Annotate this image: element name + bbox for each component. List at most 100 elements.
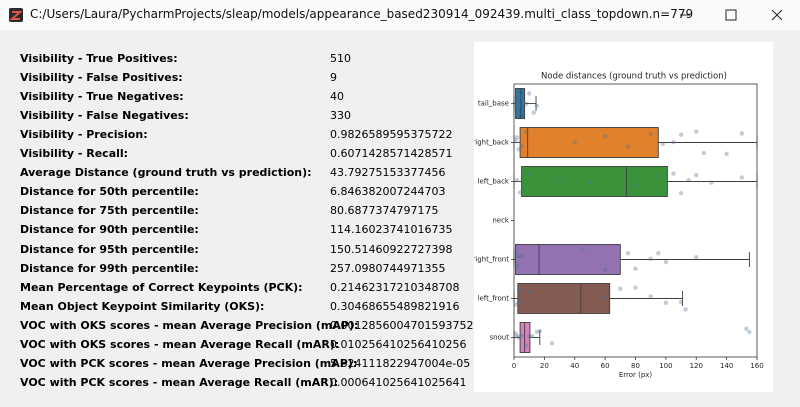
plot-frame xyxy=(513,83,758,358)
data-point xyxy=(686,177,691,183)
data-point xyxy=(648,294,653,299)
metric-label: Visibility - False Negatives: xyxy=(20,109,189,123)
data-point xyxy=(519,333,524,339)
metric-label: VOC with OKS scores - mean Average Recal… xyxy=(20,337,340,351)
data-point xyxy=(514,263,520,269)
data-point xyxy=(678,190,684,196)
y-tick-label: left_back xyxy=(478,178,510,186)
data-point xyxy=(648,256,653,261)
metric-label: Distance for 75th percentile: xyxy=(20,204,199,218)
data-point xyxy=(519,144,524,149)
data-point xyxy=(523,343,529,348)
data-point xyxy=(513,302,518,307)
metric-row: Distance for 90th percentile: 114.1602374… xyxy=(20,220,480,239)
metric-value: 150.51460922727398 xyxy=(330,242,453,256)
box xyxy=(517,283,611,314)
data-point xyxy=(709,180,714,185)
metric-row: Distance for 50th percentile: 6.846382007… xyxy=(20,182,480,201)
title-bar-graphics xyxy=(9,8,783,22)
metric-label: Distance for 95th percentile: xyxy=(20,242,199,256)
metric-label: Distance for 99th percentile: xyxy=(20,261,199,275)
x-axis-label: Error (px) xyxy=(619,371,653,379)
data-point xyxy=(602,267,608,272)
data-point xyxy=(517,190,523,195)
metric-value: 0.6071428571428571 xyxy=(330,147,453,161)
metric-value: 5.824111822947004e-05 xyxy=(330,356,471,370)
data-point xyxy=(602,133,608,139)
metric-value: 0.000641025641025641 xyxy=(330,375,467,389)
data-point xyxy=(519,253,524,259)
data-point xyxy=(660,141,666,147)
close-button[interactable] xyxy=(771,9,783,21)
metric-label: Visibility - False Positives: xyxy=(20,71,183,85)
data-point xyxy=(739,175,745,180)
metric-row: Average Distance (ground truth vs predic… xyxy=(20,163,480,182)
data-point xyxy=(625,251,631,256)
metric-row: Visibility - True Positives: 510 xyxy=(20,49,480,68)
metric-value: 43.79275153377456 xyxy=(330,166,446,180)
data-point xyxy=(513,331,518,336)
data-point xyxy=(520,99,526,105)
metric-value: 257.0980744971355 xyxy=(330,261,446,275)
data-point xyxy=(514,135,520,140)
metric-row: VOC with PCK scores - mean Average Preci… xyxy=(20,354,480,373)
data-point xyxy=(747,329,752,335)
metric-value: 114.16023741016735 xyxy=(330,223,453,237)
x-tick-label: 80 xyxy=(631,362,640,370)
data-point xyxy=(625,144,631,149)
data-point xyxy=(633,266,638,271)
title-bar: C:/Users/Laura/PycharmProjects/sleap/mod… xyxy=(0,0,800,30)
metric-label: VOC with OKS scores - mean Average Preci… xyxy=(20,318,359,332)
metric-label: Visibility - True Negatives: xyxy=(20,90,184,104)
x-tick-label: 40 xyxy=(570,362,579,370)
metric-label: Mean Object Keypoint Similarity (OKS): xyxy=(20,299,265,313)
data-point xyxy=(671,171,676,176)
data-point xyxy=(694,129,699,134)
metric-row: VOC with OKS scores - mean Average Preci… xyxy=(20,316,480,335)
metric-value: 6.846382007244703 xyxy=(330,185,446,199)
metric-value: 0.010256410256410256 xyxy=(330,337,467,351)
metric-label: Mean Percentage of Correct Keypoints (PC… xyxy=(20,280,303,294)
y-tick-label: snout xyxy=(489,334,509,342)
y-tick-label: tail_base xyxy=(478,100,509,108)
metric-label: Distance for 90th percentile: xyxy=(20,223,199,237)
data-point xyxy=(526,289,532,295)
metric-label: Visibility - Recall: xyxy=(20,147,129,161)
data-point xyxy=(580,247,585,252)
box xyxy=(521,166,668,197)
data-point xyxy=(739,131,745,136)
data-point xyxy=(744,326,749,331)
metric-value: 40 xyxy=(330,90,344,104)
metric-value: 330 xyxy=(330,109,351,123)
data-point xyxy=(526,171,532,177)
metric-row: Distance for 75th percentile: 80.68773747… xyxy=(20,201,480,220)
box xyxy=(519,127,659,158)
data-point xyxy=(694,172,699,178)
data-point xyxy=(678,299,684,305)
box xyxy=(515,244,621,275)
data-point xyxy=(683,307,688,312)
x-tick-label: 120 xyxy=(690,362,703,370)
metric-row: Distance for 95th percentile: 150.5146092… xyxy=(20,240,480,259)
y-tick-label: left_front xyxy=(478,295,510,303)
data-point xyxy=(514,333,520,339)
data-point xyxy=(724,151,729,156)
data-point xyxy=(516,92,521,97)
maximize-button[interactable] xyxy=(725,9,737,21)
x-tick-label: 20 xyxy=(540,362,549,370)
data-point xyxy=(523,101,529,106)
data-point xyxy=(618,286,623,291)
metric-value: 0.9826589595375722 xyxy=(330,128,453,142)
metric-label: Visibility - Precision: xyxy=(20,128,148,142)
x-tick-label: 140 xyxy=(720,362,733,370)
data-point xyxy=(526,334,532,339)
metric-row: Visibility - False Positives: 9 xyxy=(20,68,480,87)
data-point xyxy=(572,140,577,145)
y-tick-label: right_back xyxy=(474,139,510,147)
metric-row: Visibility - Recall: 0.6071428571428571 xyxy=(20,144,480,163)
data-point xyxy=(513,101,518,106)
data-point xyxy=(663,259,669,265)
metric-label: Visibility - True Positives: xyxy=(20,52,178,65)
data-point xyxy=(513,138,518,143)
